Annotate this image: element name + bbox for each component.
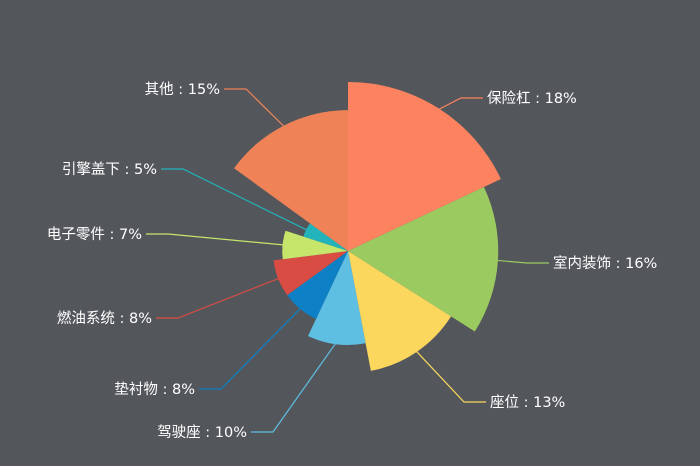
slice-label-4: 垫衬物 : 8% <box>114 381 195 398</box>
slice-label-6: 电子零件 : 7% <box>47 226 142 243</box>
slice-6[interactable] <box>282 230 348 260</box>
slice-label-0: 保险杠 : 18% <box>487 90 577 107</box>
label-line-3 <box>251 341 337 433</box>
slice-1[interactable] <box>348 187 499 332</box>
slice-label-3: 驾驶座 : 10% <box>157 424 247 441</box>
label-line-5 <box>156 277 281 319</box>
slice-4[interactable] <box>287 251 348 319</box>
slice-7[interactable] <box>303 223 348 251</box>
label-line-7 <box>161 168 309 232</box>
slice-label-5: 燃油系统 : 8% <box>57 309 152 327</box>
slice-label-1: 室内装饰 : 16% <box>553 255 657 272</box>
label-line-8 <box>224 88 286 128</box>
slice-label-2: 座位 : 13% <box>490 394 565 411</box>
slice-0[interactable] <box>348 82 501 251</box>
label-line-2 <box>415 349 486 403</box>
label-line-0 <box>437 97 483 111</box>
slice-8[interactable] <box>234 110 348 252</box>
label-line-6 <box>146 233 285 246</box>
slice-label-7: 引擎盖下 : 5% <box>62 161 157 178</box>
slice-5[interactable] <box>273 251 348 296</box>
label-line-4 <box>199 306 302 390</box>
slice-2[interactable] <box>348 251 452 371</box>
label-line-1 <box>495 259 549 264</box>
slice-label-8: 其他 : 15% <box>145 81 220 98</box>
slice-3[interactable] <box>308 251 366 345</box>
